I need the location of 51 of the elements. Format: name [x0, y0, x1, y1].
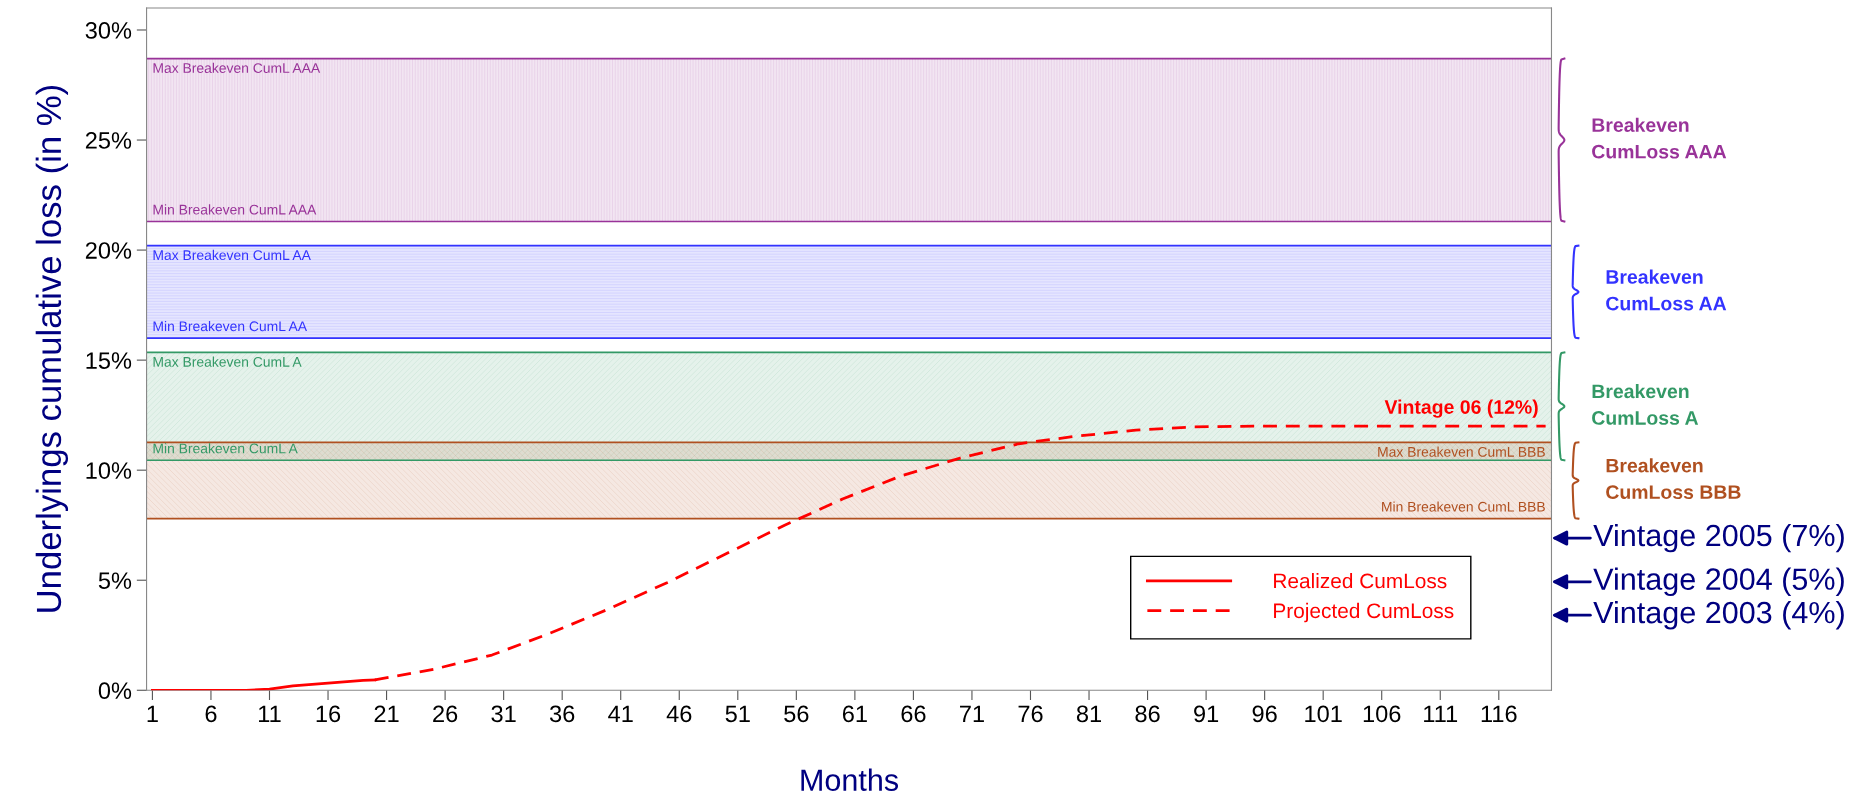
- x-tick-label: 91: [1194, 705, 1219, 723]
- x-tick-label: 66: [901, 705, 926, 723]
- x-tick-label: 76: [1018, 705, 1043, 723]
- legend-label: Projected CumLoss: [1274, 602, 1454, 623]
- x-tick-label: 26: [433, 705, 458, 723]
- x-tick-label: 81: [1076, 705, 1102, 723]
- x-tick-label: 86: [1135, 705, 1160, 723]
- x-tick-label: 1: [147, 705, 158, 722]
- x-tick-label: 6: [205, 705, 217, 723]
- x-tick-label: 11: [259, 705, 281, 722]
- ref-line-label: Max Breakeven CumL BBB: [1378, 446, 1545, 457]
- y-tick-label: 0%: [98, 682, 132, 700]
- y-tick-label: 10%: [86, 462, 132, 479]
- x-axis-title: Months: [801, 768, 899, 791]
- text: Vintage 2004 (5%): [1593, 567, 1844, 597]
- x-tick-label: 36: [549, 705, 575, 723]
- annotation: Vintage 06 (12%): [1384, 399, 1538, 418]
- x-tick-label: 41: [608, 705, 633, 722]
- ref-line-label: Max Breakeven CumL AAA: [153, 62, 321, 73]
- x-tick-label: 21: [374, 705, 399, 722]
- band-label: Breakeven CumLoss BBB: [1606, 458, 1741, 500]
- x-tick-label: 16: [316, 705, 341, 723]
- ref-line-label: Max Breakeven CumL AA: [153, 249, 311, 261]
- x-tick-label: 106: [1363, 705, 1401, 723]
- x-tick-label: 116: [1481, 705, 1517, 723]
- x-tick-label: 46: [666, 705, 692, 723]
- band-label: Breakeven CumLoss AA: [1606, 269, 1727, 311]
- ref-line-label: Min Breakeven CumL BBB: [1382, 501, 1545, 512]
- x-tick-label: 51: [725, 705, 750, 723]
- x-tick-label: 111: [1424, 705, 1458, 722]
- x-tick-label: 71: [960, 705, 984, 722]
- x-tick-label: 96: [1252, 705, 1277, 723]
- legend-label: Realized CumLoss: [1274, 572, 1447, 589]
- y-tick-label: 15%: [86, 352, 132, 369]
- x-tick-label: 61: [842, 705, 867, 723]
- x-tick-label: 31: [491, 705, 516, 723]
- y-tick-label: 25%: [85, 132, 132, 149]
- ref-line-label: Min Breakeven CumL AAA: [153, 204, 317, 215]
- band-label: Breakeven CumLoss AAA: [1592, 117, 1727, 159]
- text: Vintage 2003 (4%): [1593, 600, 1844, 630]
- y-tick-label: 20%: [85, 242, 132, 259]
- y-tick-label: 5%: [98, 572, 132, 590]
- y-axis-title: Underlyings cumulative loss (in %): [35, 85, 69, 612]
- x-tick-label: 101: [1305, 705, 1342, 723]
- y-tick-label: 30%: [85, 22, 132, 39]
- band-label: Breakeven CumLoss A: [1592, 384, 1699, 425]
- ref-line-label: Min Breakeven CumL A: [153, 443, 298, 454]
- ref-line-label: Max Breakeven CumL A: [153, 356, 302, 367]
- x-tick-label: 56: [784, 705, 809, 723]
- ref-line-label: Min Breakeven CumL AA: [153, 321, 308, 332]
- text: Vintage 2005 (7%): [1593, 523, 1844, 553]
